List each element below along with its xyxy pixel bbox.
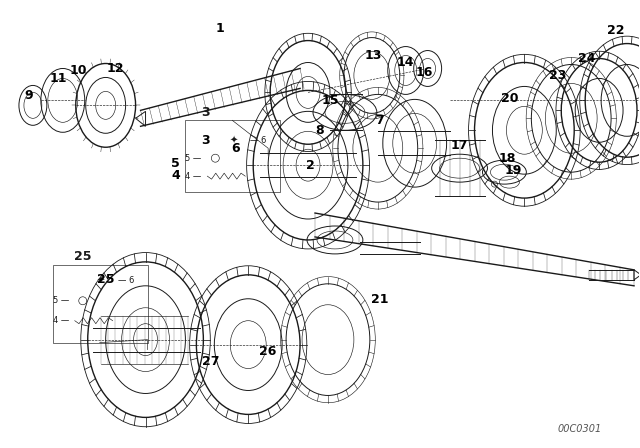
Text: 11: 11 (50, 72, 68, 85)
Text: 4 —: 4 — (52, 316, 69, 325)
Text: 7: 7 (376, 114, 384, 127)
Text: 25: 25 (74, 250, 92, 263)
Text: 13: 13 (364, 49, 381, 62)
Text: 00C0301: 00C0301 (557, 424, 602, 435)
Bar (53, 265, 148, 343)
Text: 22: 22 (607, 24, 625, 37)
Text: 21: 21 (371, 293, 388, 306)
Text: 25: 25 (97, 273, 115, 286)
Text: 3: 3 (201, 134, 210, 147)
Text: — 6: — 6 (118, 276, 134, 285)
Text: 8: 8 (316, 124, 324, 137)
Text: 19: 19 (505, 164, 522, 177)
Text: 10: 10 (70, 64, 88, 77)
Text: 15: 15 (321, 94, 339, 107)
Text: 17: 17 (451, 139, 468, 152)
Text: 27: 27 (202, 355, 219, 368)
Text: 6: 6 (231, 142, 239, 155)
Text: 9: 9 (24, 89, 33, 102)
Text: 16: 16 (416, 66, 433, 79)
Text: — 6: — 6 (250, 136, 267, 145)
Text: 2: 2 (306, 159, 314, 172)
Text: ✦: ✦ (97, 276, 105, 286)
Text: 1: 1 (216, 22, 225, 35)
Text: 5 —: 5 — (52, 296, 69, 305)
Text: 24: 24 (579, 52, 596, 65)
Text: 14: 14 (397, 56, 415, 69)
Text: 23: 23 (548, 69, 566, 82)
Text: 3: 3 (201, 106, 210, 119)
Text: 26: 26 (259, 345, 277, 358)
Text: 20: 20 (500, 92, 518, 105)
Text: 18: 18 (499, 152, 516, 165)
Bar (186, 121, 280, 192)
Text: 12: 12 (107, 62, 124, 75)
Text: 4: 4 (171, 168, 180, 181)
Text: ✦: ✦ (229, 135, 237, 145)
Text: 5: 5 (171, 157, 180, 170)
Text: 4 —: 4 — (185, 172, 202, 181)
Text: 5 —: 5 — (185, 154, 202, 163)
